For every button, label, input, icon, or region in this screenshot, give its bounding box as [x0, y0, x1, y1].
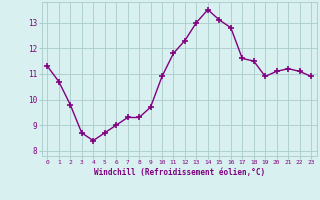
X-axis label: Windchill (Refroidissement éolien,°C): Windchill (Refroidissement éolien,°C): [94, 168, 265, 177]
